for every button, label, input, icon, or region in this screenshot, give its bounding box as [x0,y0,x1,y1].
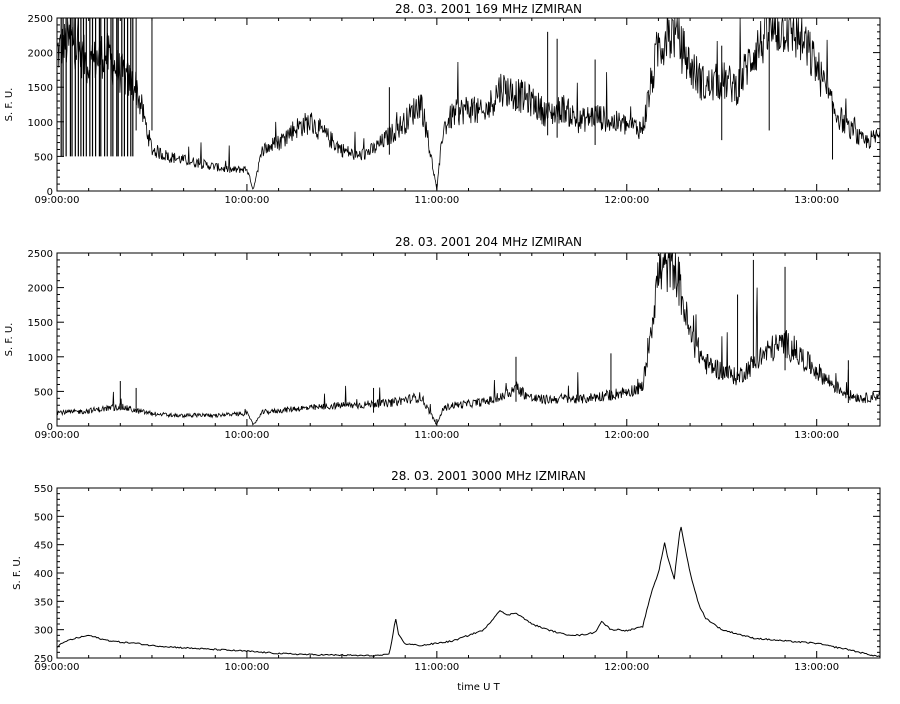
y-tick-label: 2000 [28,284,53,295]
x-tick-label: 11:00:00 [414,195,459,206]
x-tick-label: 12:00:00 [604,430,649,441]
plot-frame [56,487,881,659]
y-tick-label: 0 [47,422,53,433]
y-tick-label: 300 [34,626,53,637]
y-tick-label: 2500 [28,14,53,25]
y-tick-label: 350 [34,597,53,608]
chart-title: 28. 03. 2001 204 MHz IZMIRAN [395,235,582,249]
x-tick-label: 13:00:00 [794,195,839,206]
y-tick-label: 250 [34,654,53,665]
panel-204mhz: 28. 03. 2001 204 MHz IZMIRAN S. F. U. 0 500… [4,235,881,441]
y-tick-label: 2000 [28,49,53,60]
x-tick-label: 13:00:00 [794,662,839,673]
x-tick-label: 10:00:00 [224,195,269,206]
y-tick-label: 500 [34,152,53,163]
x-axis-label: time U T [457,682,500,693]
y-tick-label: 400 [34,569,53,580]
series-line [57,18,880,191]
x-tick-label: 10:00:00 [224,662,269,673]
x-tick-label: 12:00:00 [604,662,649,673]
y-tick-label: 500 [34,512,53,523]
x-tick-label: 12:00:00 [604,195,649,206]
y-tick-label: 1000 [28,118,53,129]
panel-3000mhz: 28. 03. 2001 3000 MHz IZMIRAN S. F. U. tim… [12,469,881,693]
panel-169mhz: 28. 03. 2001 169 MHz IZMIRAN S. F. U. 0 500… [4,2,881,206]
x-tick-label: 11:00:00 [414,662,459,673]
x-tick-label: 09:00:00 [35,430,80,441]
chart-title: 28. 03. 2001 169 MHz IZMIRAN [395,2,582,16]
y-axis-label: S. F. U. [4,323,15,357]
y-axis-label: S. F. U. [12,556,23,590]
y-tick-label: 1500 [28,83,53,94]
x-tick-label: 11:00:00 [414,430,459,441]
x-tick-label: 09:00:00 [35,195,80,206]
series-line [57,526,880,658]
y-tick-label: 0 [47,187,53,198]
y-axis-label: S. F. U. [4,88,15,122]
y-tick-label: 550 [34,484,53,495]
y-tick-label: 1000 [28,353,53,364]
y-tick-label: 500 [34,387,53,398]
series-line [57,253,880,426]
x-tick-label: 09:00:00 [35,662,80,673]
y-tick-label: 2500 [28,249,53,260]
chart-title: 28. 03. 2001 3000 MHz IZMIRAN [391,469,586,483]
y-tick-label: 1500 [28,318,53,329]
x-tick-label: 13:00:00 [794,430,839,441]
y-tick-label: 450 [34,541,53,552]
x-tick-label: 10:00:00 [224,430,269,441]
